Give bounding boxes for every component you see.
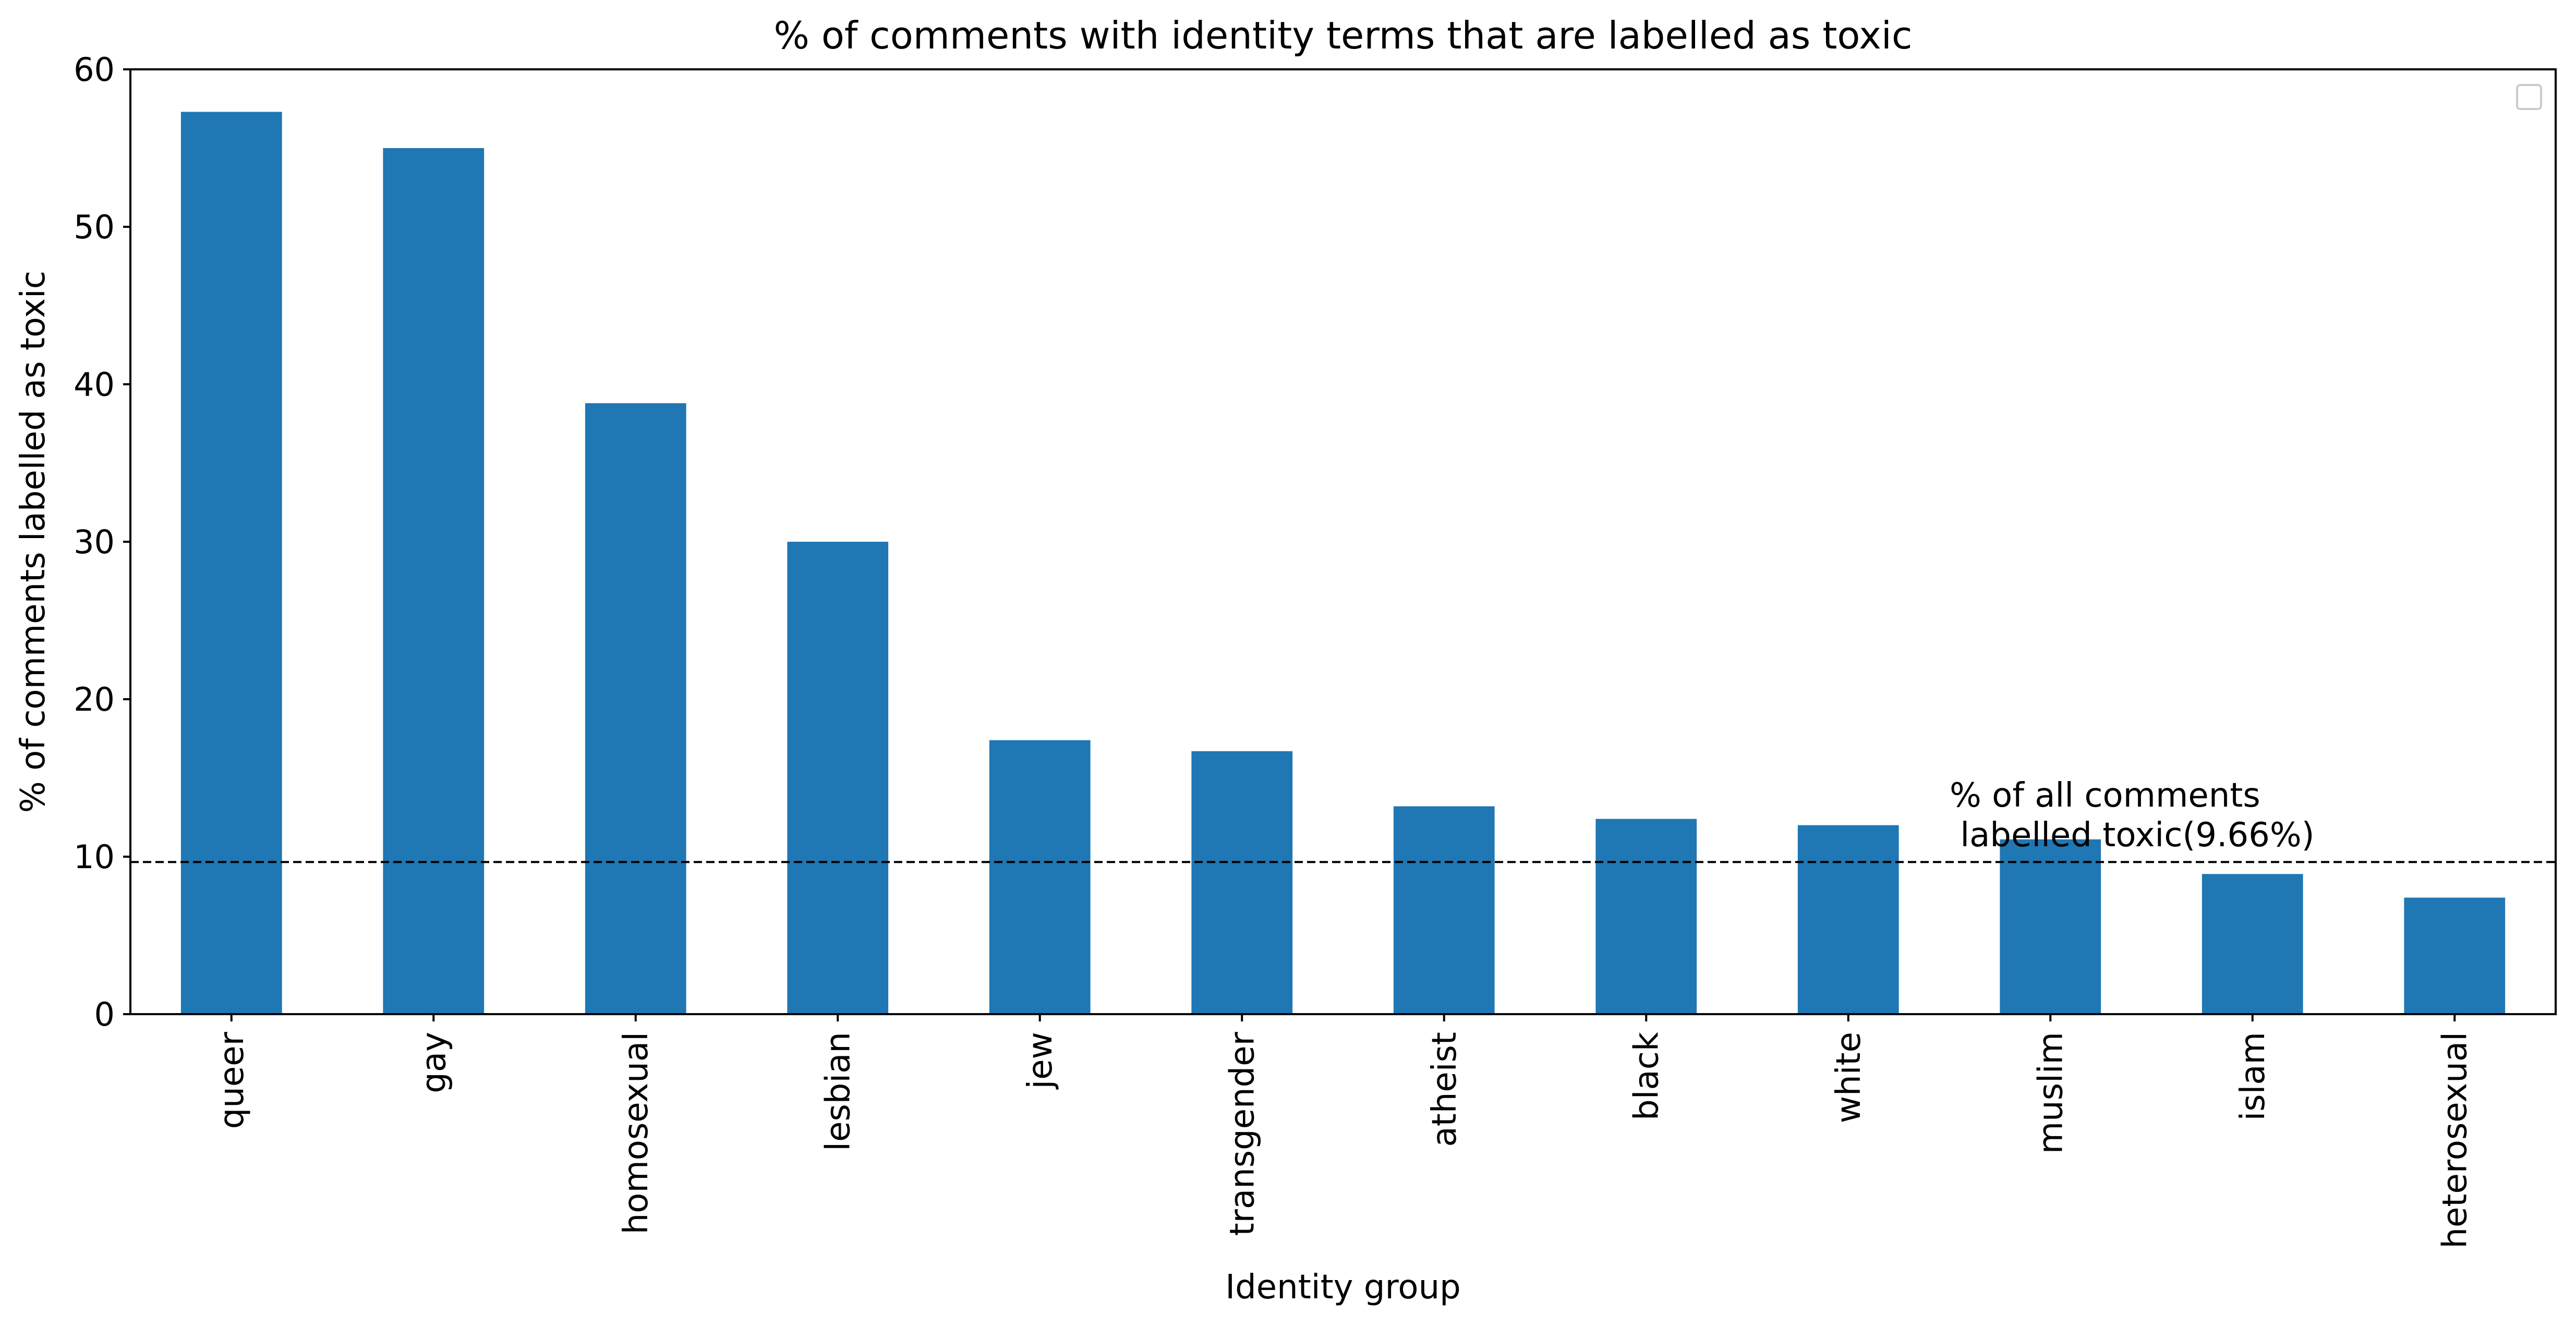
- bar-muslim: [2000, 839, 2101, 1014]
- bar-atheist: [1393, 806, 1495, 1014]
- y-tick-label: 60: [74, 51, 115, 89]
- bar-jew: [989, 740, 1091, 1014]
- bar-homosexual: [585, 403, 686, 1014]
- x-tick-label-queer: queer: [213, 1031, 251, 1129]
- x-tick-label-lesbian: lesbian: [819, 1032, 857, 1151]
- x-tick-label-transgender: transgender: [1223, 1031, 1262, 1236]
- annotation-line-1: % of all comments: [1950, 776, 2260, 815]
- x-tick-label-white: white: [1830, 1032, 1868, 1123]
- y-tick-label: 30: [74, 523, 115, 561]
- bar-gay: [383, 148, 485, 1014]
- bar-black: [1595, 819, 1697, 1014]
- y-tick-label: 40: [74, 366, 115, 404]
- bar-queer: [180, 112, 282, 1014]
- plot-area: 0 10 20 30 40 50 60 queer gay homosexual lesbian je…: [74, 51, 2556, 1249]
- x-tick-label-black: black: [1627, 1032, 1666, 1121]
- y-axis-label: % of comments labelled as toxic: [14, 271, 53, 813]
- bar-lesbian: [787, 542, 889, 1014]
- x-tick-label-jew: jew: [1021, 1032, 1060, 1090]
- bar-white: [1797, 825, 1899, 1014]
- bar-islam: [2202, 874, 2303, 1014]
- x-tick-label-heterosexual: heterosexual: [2436, 1032, 2474, 1249]
- bar-heterosexual: [2404, 897, 2506, 1014]
- y-tick-label: 20: [74, 680, 115, 719]
- reference-line-annotation: % of all comments labelled toxic(9.66%): [1950, 776, 2315, 855]
- x-tick-label-homosexual: homosexual: [617, 1032, 656, 1234]
- x-tick-label-atheist: atheist: [1425, 1032, 1464, 1147]
- bar-transgender: [1191, 751, 1293, 1014]
- annotation-line-2: labelled toxic(9.66%): [1950, 816, 2315, 855]
- y-tick-label: 10: [74, 838, 115, 876]
- axes-frame: [129, 68, 2557, 1015]
- x-tick-label-islam: islam: [2234, 1032, 2272, 1121]
- x-tick-label-gay: gay: [415, 1032, 453, 1093]
- y-tick-label: 50: [74, 208, 115, 246]
- chart-title: % of comments with identity terms that a…: [774, 14, 1913, 57]
- legend-box: [2516, 84, 2542, 110]
- x-tick-label-muslim: muslim: [2031, 1032, 2070, 1154]
- x-axis-label: Identity group: [1225, 1268, 1461, 1307]
- y-tick-label: 0: [94, 995, 115, 1033]
